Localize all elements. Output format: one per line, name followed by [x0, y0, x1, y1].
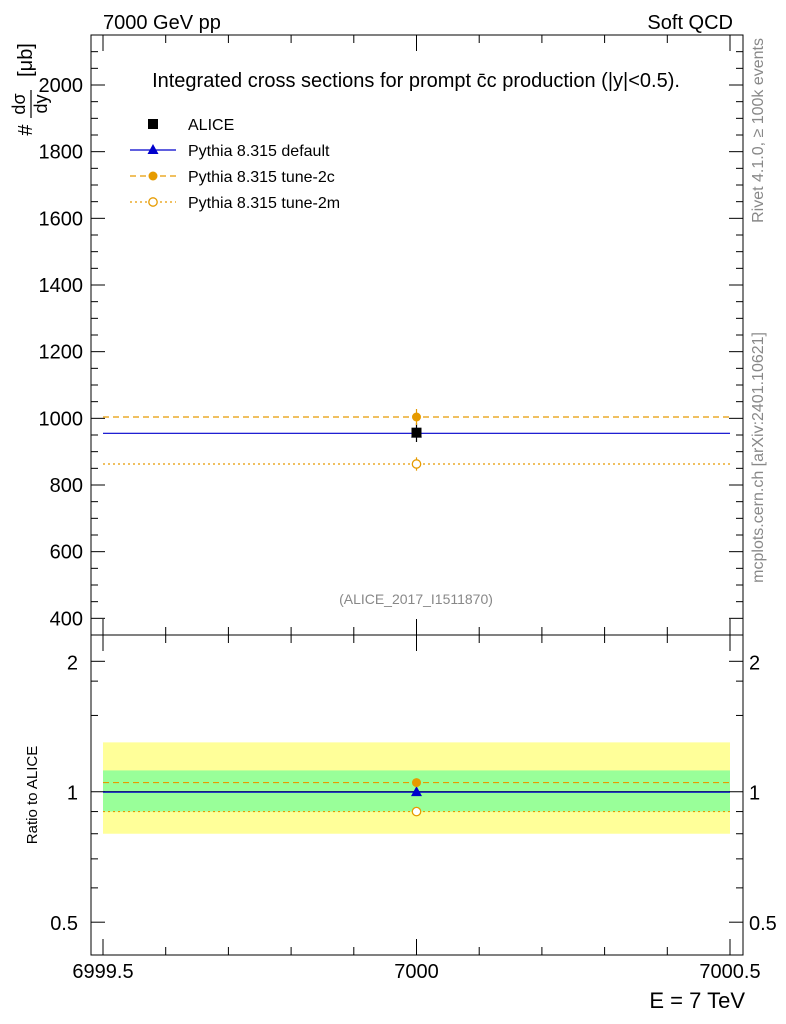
- ylabel-unit: [μb]: [15, 43, 37, 77]
- legend-marker-tune2c: [148, 171, 158, 181]
- ratio-point-tune2c: [412, 778, 421, 788]
- legend-marker-default: [147, 144, 159, 154]
- y-tick-label: 1400: [39, 275, 84, 297]
- main-ticks: 400 600 800 1000 1200 1400 1600 1800 2000: [39, 34, 743, 636]
- data-point-tune2m: [411, 459, 422, 469]
- ratio-ticks: 0.5 0.5 1 1 2 2: [50, 635, 777, 955]
- analysis-watermark: (ALICE_2017_I1511870): [339, 591, 493, 607]
- x-tick-label: 7000: [394, 961, 439, 983]
- legend-label-default: Pythia 8.315 default: [188, 143, 330, 160]
- y-tick-label: 1000: [39, 408, 84, 430]
- y-tick-label: 2000: [39, 75, 84, 97]
- rivet-label: Rivet 4.1.0, ≥ 100k events: [750, 38, 767, 223]
- ylabel-numerator: dσ: [9, 93, 29, 114]
- legend-label-alice: ALICE: [188, 117, 234, 134]
- main-panel: 400 600 800 1000 1200 1400 1600 1800 2000 Integr…: [9, 34, 744, 636]
- y-tick-label: 800: [50, 475, 83, 497]
- legend-label-tune2c: Pythia 8.315 tune-2c: [188, 169, 335, 186]
- y-tick-label: 600: [50, 542, 83, 564]
- y-tick-label: 400: [50, 608, 83, 630]
- ratio-y-tick-label-right: 1: [749, 783, 760, 805]
- legend: ALICE Pythia 8.315 default Pythia 8.315 tu…: [130, 117, 340, 212]
- legend-marker-tune2m: [148, 197, 158, 207]
- header-right: Soft QCD: [647, 12, 733, 34]
- x-tick-label: 6999.5: [72, 961, 133, 983]
- ylabel-hash: #: [15, 124, 37, 136]
- ratio-ylabel: Ratio to ALICE: [24, 746, 41, 844]
- x-axis-label: E = 7 TeV: [649, 988, 745, 1013]
- ratio-y-tick-label-right: 2: [749, 652, 760, 674]
- ylabel-denominator: dy: [31, 94, 51, 113]
- ratio-y-tick-label-right: 0.5: [749, 913, 777, 935]
- ratio-bands: [103, 742, 730, 834]
- data-point-tune2c: [412, 412, 421, 422]
- header-left: 7000 GeV pp: [103, 12, 221, 34]
- legend-label-tune2m: Pythia 8.315 tune-2m: [188, 195, 340, 212]
- data-point-alice: [411, 427, 422, 438]
- mcplots-label: mcplots.cern.ch [arXiv:2401.10621]: [750, 332, 767, 583]
- y-tick-label: 1200: [39, 342, 84, 364]
- ratio-y-tick-label-left: 0.5: [50, 913, 78, 935]
- ratio-series-points: [411, 778, 422, 817]
- legend-marker-alice: [148, 119, 158, 129]
- main-ylabel: # dσ dy [μb]: [9, 43, 51, 135]
- x-tick-labels: 6999.5 7000 7000.5: [72, 961, 760, 983]
- main-series-points: [411, 409, 422, 471]
- ratio-point-default: [411, 786, 422, 797]
- y-tick-label: 1800: [39, 142, 84, 164]
- x-tick-label: 7000.5: [699, 961, 760, 983]
- y-tick-label: 1600: [39, 208, 84, 230]
- ratio-point-tune2m: [411, 806, 422, 817]
- chart-title: Integrated cross sections for prompt c̄c…: [152, 70, 680, 92]
- ratio-panel: 0.5 0.5 1 1 2 2 Ratio to ALICE 6999.5 7000 7000…: [24, 634, 777, 1013]
- ratio-y-tick-label-left: 1: [67, 783, 78, 805]
- ratio-y-tick-label-left: 2: [67, 652, 78, 674]
